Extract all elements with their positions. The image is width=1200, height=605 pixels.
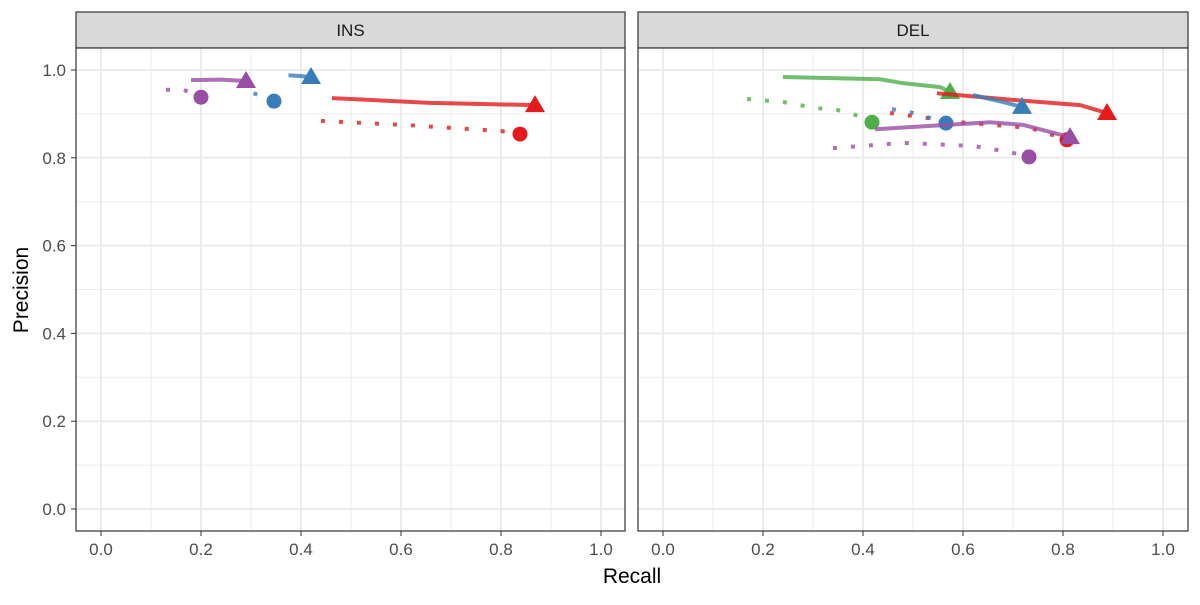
x-axis-label: Recall — [603, 565, 661, 588]
x-tick-label: 0.8 — [489, 540, 513, 559]
x-tick-label: 0.2 — [189, 540, 213, 559]
strip-label-ins: INS — [336, 21, 364, 40]
series-line-dotted — [746, 96, 873, 125]
y-tick-label: 0.6 — [42, 237, 66, 256]
x-tick-label: 0.2 — [751, 540, 775, 559]
series-line-dotted — [252, 91, 275, 104]
y-axis-label: Precision — [10, 247, 33, 333]
y-tick-label: 1.0 — [42, 61, 66, 80]
x-tick-label: 1.0 — [1151, 540, 1175, 559]
end-point-triangle — [525, 95, 545, 113]
end-point-triangle — [301, 67, 321, 85]
series-line-solid — [874, 120, 1071, 140]
x-tick-label: 0.4 — [851, 540, 875, 559]
panel-ins: 0.0 0.2 0.4 0.6 0.8 1.0 0.0 0.2 0.4 0.6 0.8 1.0 — [42, 11, 626, 559]
facet-strip — [637, 11, 1189, 49]
end-point-triangle — [1060, 127, 1080, 145]
series-line-solid — [782, 75, 951, 94]
x-tick-label: 0.6 — [951, 540, 975, 559]
series-line-solid — [972, 93, 1023, 109]
y-tick-label: 0.0 — [42, 500, 66, 519]
x-tick-label: 0.6 — [389, 540, 413, 559]
end-point-circle — [1021, 149, 1037, 165]
end-point-circle — [512, 126, 528, 142]
x-tick-label: 0.4 — [289, 540, 313, 559]
x-tick-label: 0.0 — [89, 540, 113, 559]
x-tick-label: 1.0 — [589, 540, 613, 559]
y-tick-label: 0.4 — [42, 324, 66, 343]
end-point-circle — [266, 93, 282, 109]
y-tick-label: 0.8 — [42, 149, 66, 168]
end-point-circle — [193, 89, 209, 105]
end-point-triangle — [1012, 96, 1032, 114]
panel-del: 0.0 0.2 0.4 0.6 0.8 1.0 — [637, 11, 1189, 559]
series-line-solid — [190, 77, 247, 83]
series-line-solid — [331, 96, 536, 108]
x-tick-label: 0.0 — [651, 540, 675, 559]
y-tick-label: 0.2 — [42, 412, 66, 431]
x-tick-label: 0.8 — [1051, 540, 1075, 559]
end-point-triangle — [1097, 103, 1117, 121]
end-point-circle — [864, 114, 880, 130]
panel-border — [637, 47, 1189, 532]
end-point-triangle — [236, 70, 256, 88]
series-line-dotted — [889, 111, 1068, 142]
panel-border — [75, 47, 626, 532]
strip-label-del: DEL — [896, 21, 929, 40]
